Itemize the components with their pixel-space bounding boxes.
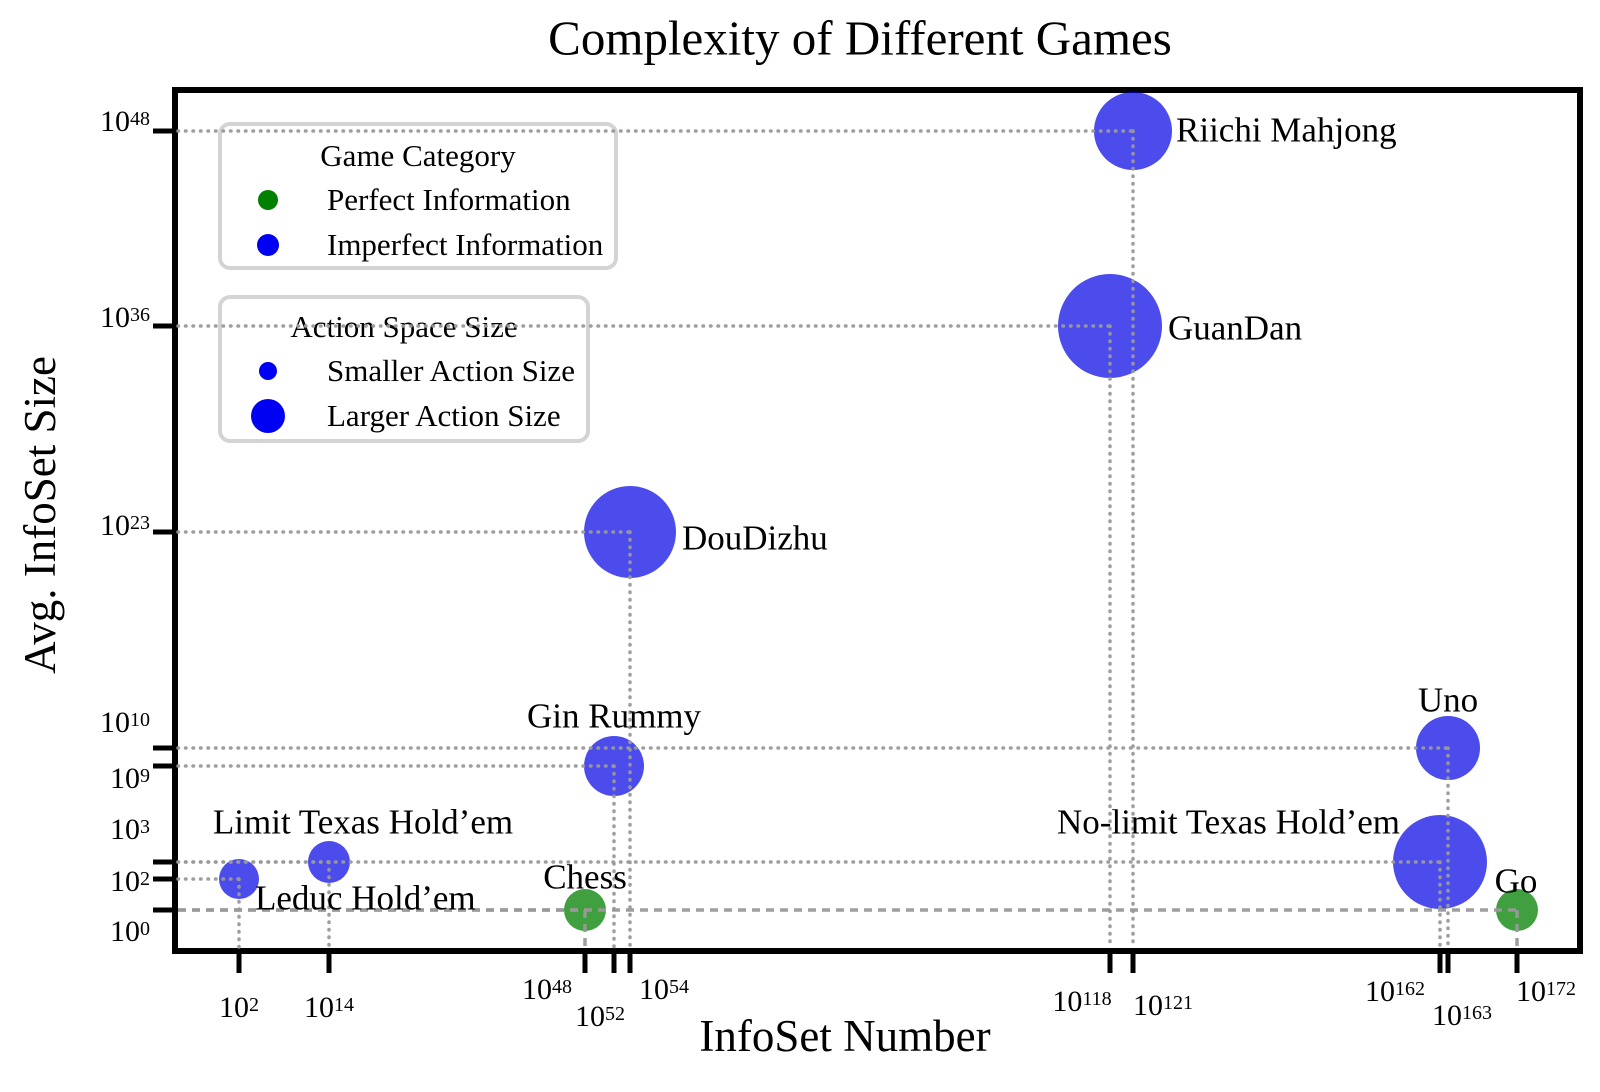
point-label-riichi-mahjong: Riichi Mahjong [1176, 110, 1397, 150]
legend-label-imperfect-information: Imperfect Information [327, 227, 604, 262]
point-chess [564, 889, 606, 931]
y-tick-label-10e10: 1010 [100, 706, 150, 739]
x-tick-label-10e163: 10163 [1432, 999, 1492, 1032]
point-label-go: Go [1494, 861, 1538, 901]
x-tick-label-10e54: 1054 [639, 973, 689, 1006]
y-tick-label-10e36: 1036 [100, 301, 150, 334]
legend-label-larger-action-size: Larger Action Size [327, 398, 561, 433]
perfect-information-marker-icon [258, 190, 278, 210]
point-uno [1416, 716, 1480, 780]
point-leduc-holdem [219, 859, 259, 899]
legend-action-space-title: Action Space Size [290, 309, 518, 344]
point-label-limit-texas-holdem: Limit Texas Hold’em [212, 802, 514, 842]
x-tick-label-10e52: 1052 [575, 1000, 625, 1033]
point-label-guandan: GuanDan [1168, 308, 1303, 348]
point-gin-rummy [584, 736, 644, 796]
x-tick-label-10e172: 10172 [1516, 975, 1576, 1008]
larger-action-marker-icon [251, 399, 285, 433]
point-guandan [1058, 274, 1162, 378]
point-limit-texas-holdem [308, 841, 350, 883]
legend-row-imperfect-information: Imperfect Information [222, 227, 614, 263]
y-tick-label-10e3: 103 [110, 813, 150, 846]
y-axis-title: Avg. InfoSet Size [15, 356, 65, 674]
point-label-uno: Uno [1417, 680, 1479, 720]
legend-game-category: Game Category Perfect Information Imperf… [218, 122, 618, 270]
point-doudizhu [584, 486, 676, 578]
legend-row-larger-action-size: Larger Action Size [222, 398, 586, 434]
y-tick-label-10e0: 100 [110, 915, 150, 948]
y-tick-label-10e2: 102 [110, 865, 150, 898]
legend-row-perfect-information: Perfect Information [222, 182, 614, 218]
point-go [1496, 889, 1538, 931]
x-tick-label-10e2: 102 [219, 991, 259, 1024]
x-tick-label-10e48: 1048 [522, 973, 572, 1006]
point-label-no-limit-texas-holdem: No-limit Texas Hold’em [1057, 802, 1400, 842]
legend-row-smaller-action-size: Smaller Action Size [222, 353, 586, 389]
y-tick-label-10e9: 109 [110, 762, 150, 795]
point-label-gin-rummy: Gin Rummy [526, 696, 702, 736]
x-tick-label-10e162: 10162 [1365, 975, 1425, 1008]
point-label-doudizhu: DouDizhu [682, 518, 828, 558]
point-label-chess: Chess [543, 857, 627, 897]
x-axis-title: InfoSet Number [699, 1011, 991, 1061]
y-tick-label-10e23: 1023 [100, 509, 150, 542]
legend-action-space-size: Action Space Size Smaller Action Size La… [218, 295, 590, 443]
point-riichi-mahjong [1094, 92, 1172, 170]
point-no-limit-texas-holdem [1393, 815, 1487, 909]
x-tick-label-10e14: 1014 [304, 991, 354, 1024]
smaller-action-marker-icon [259, 362, 277, 380]
y-tick-label-10e48: 1048 [100, 105, 150, 138]
legend-game-category-title: Game Category [320, 138, 516, 173]
imperfect-information-marker-icon [257, 234, 279, 256]
x-tick-label-10e118: 10118 [1052, 985, 1112, 1018]
legend-label-perfect-information: Perfect Information [327, 182, 571, 217]
point-label-leduc-holdem: Leduc Hold’em [255, 878, 476, 918]
page-title: Complexity of Different Games [548, 10, 1172, 66]
legend-label-smaller-action-size: Smaller Action Size [327, 353, 575, 388]
x-tick-label-10e121: 10121 [1133, 989, 1193, 1022]
